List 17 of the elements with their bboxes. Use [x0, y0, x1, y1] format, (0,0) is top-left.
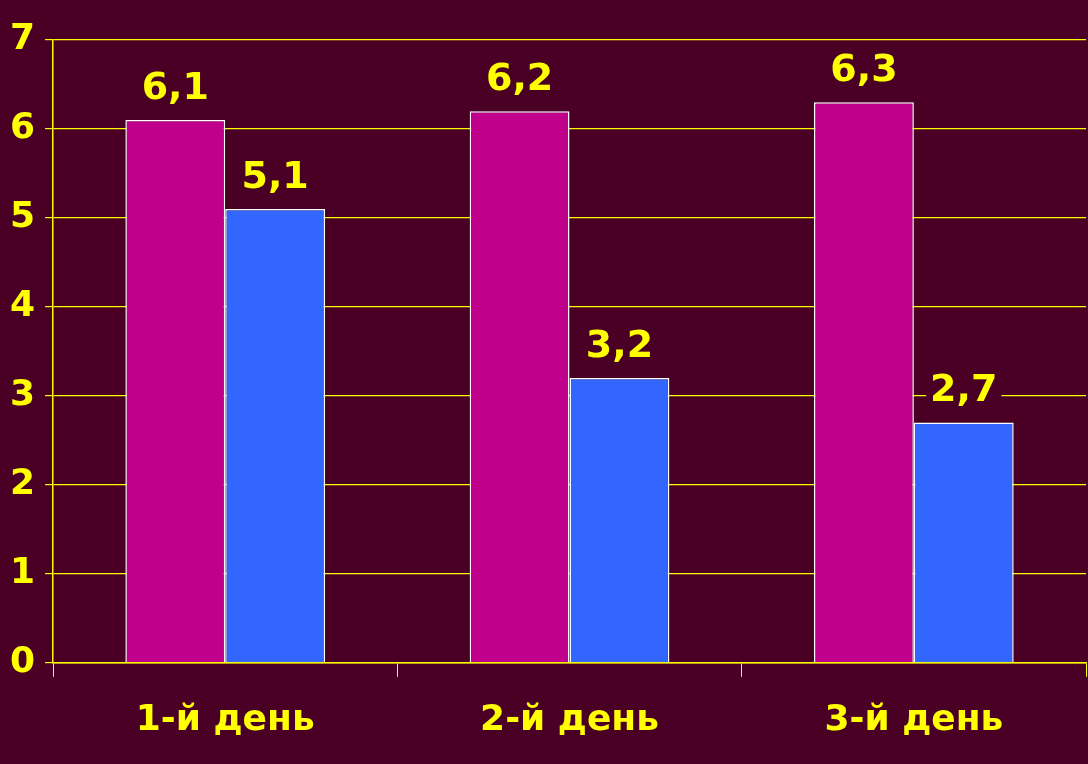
y-tick-label: 6 [9, 105, 36, 147]
x-tick-label: 2-й день [480, 696, 659, 738]
y-tick-label: 2 [9, 461, 36, 503]
y-tick-label: 3 [9, 372, 36, 414]
data-label: 6,3 [830, 46, 898, 91]
x-tick-label: 3-й день [824, 696, 1004, 738]
y-tick-label: 5 [9, 194, 36, 236]
x-tick-label: 1-й день [135, 696, 315, 738]
y-tick-label: 1 [9, 550, 36, 592]
y-tick-label: 7 [9, 16, 36, 58]
data-label: 5,1 [241, 152, 309, 197]
data-label: 2,7 [930, 366, 998, 411]
data-label: 3,2 [585, 321, 654, 366]
y-tick-label: 4 [9, 283, 36, 325]
data-label: 6,1 [141, 63, 209, 108]
y-tick-label: 0 [9, 639, 36, 681]
data-label: 6,2 [485, 55, 554, 100]
